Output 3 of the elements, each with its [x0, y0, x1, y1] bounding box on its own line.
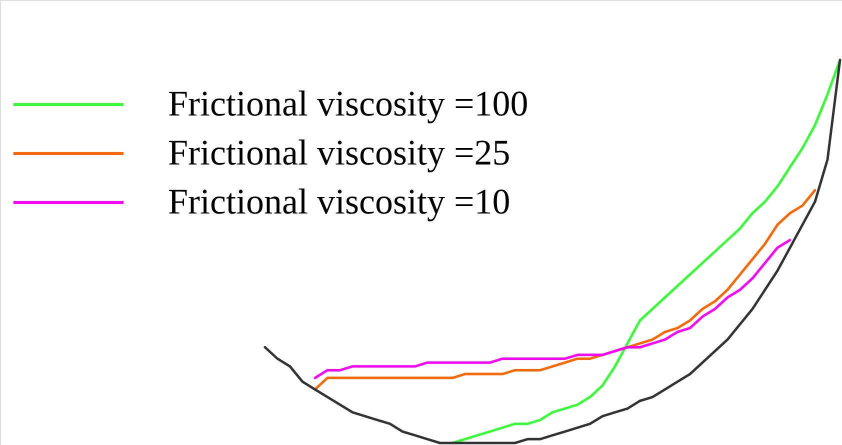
legend-label: Frictional viscosity =10: [168, 182, 510, 222]
legend-label: Frictional viscosity =100: [168, 84, 528, 124]
legend-label: Frictional viscosity =25: [168, 132, 510, 172]
